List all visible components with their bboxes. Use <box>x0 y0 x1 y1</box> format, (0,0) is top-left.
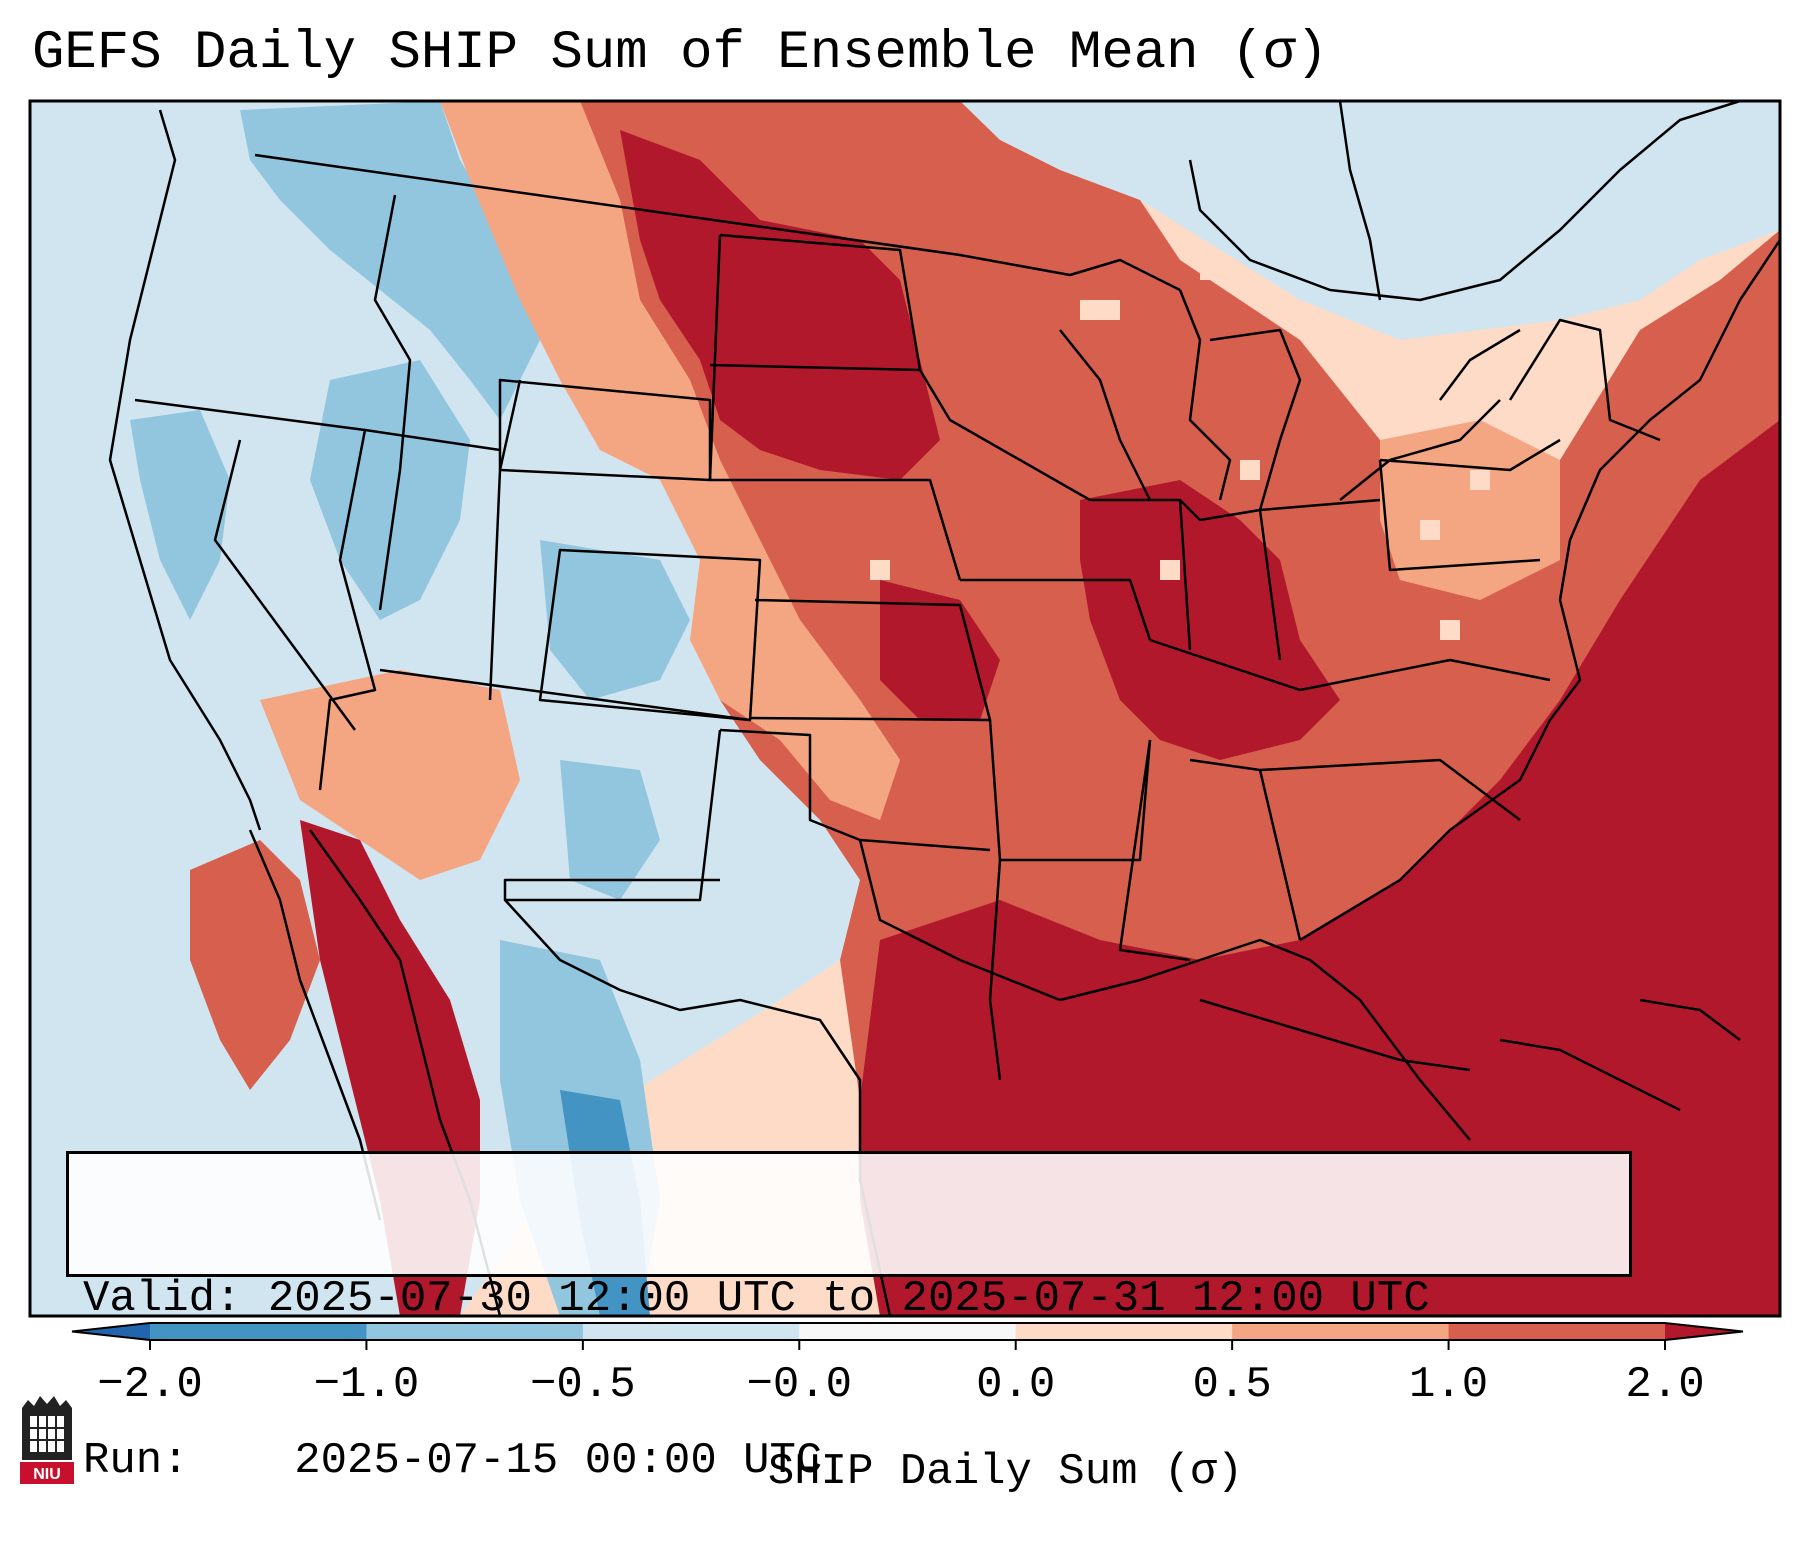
political-boundaries <box>108 101 1780 1316</box>
niu-logo: NIU <box>20 1396 74 1484</box>
run-line: Run: 2025-07-15 00:00 UTC <box>83 1434 1615 1488</box>
map-frame <box>28 99 1782 1318</box>
valid-run-info-box: Valid: 2025-07-30 12:00 UTC to 2025-07-3… <box>66 1151 1632 1486</box>
region-canada-light-blue <box>960 101 1780 340</box>
chart-title: GEFS Daily SHIP Sum of Ensemble Mean (σ) <box>32 23 1329 84</box>
region-great-basin-blue <box>310 360 470 620</box>
run-label: Run: <box>83 1436 189 1486</box>
region-ohio-valley-dark-red <box>1080 480 1340 760</box>
valid-value: 2025-07-30 12:00 UTC to 2025-07-31 12:00… <box>267 1274 1430 1324</box>
run-value: 2025-07-15 00:00 UTC <box>294 1436 823 1486</box>
region-southwest-orange <box>260 670 520 880</box>
valid-line: Valid: 2025-07-30 12:00 UTC to 2025-07-3… <box>83 1272 1615 1326</box>
pixel-speckles <box>870 260 1490 640</box>
colorbar-label: SHIP Daily Sum (σ) <box>767 1447 1244 1497</box>
region-northeast-orange <box>1380 420 1560 600</box>
region-west-coast-red <box>190 840 320 1090</box>
region-southeast-dark-red <box>860 420 1780 1316</box>
region-kansas-dark-red <box>880 580 1000 720</box>
region-nw-blue <box>240 101 540 420</box>
region-plains-orange <box>440 101 900 820</box>
valid-label: Valid: <box>83 1274 242 1324</box>
region-california-blue <box>130 410 230 620</box>
svg-text:NIU: NIU <box>33 1466 61 1483</box>
map-plot <box>28 99 1782 1318</box>
region-nm-blue <box>560 760 660 900</box>
region-colorado-blue <box>540 540 690 700</box>
